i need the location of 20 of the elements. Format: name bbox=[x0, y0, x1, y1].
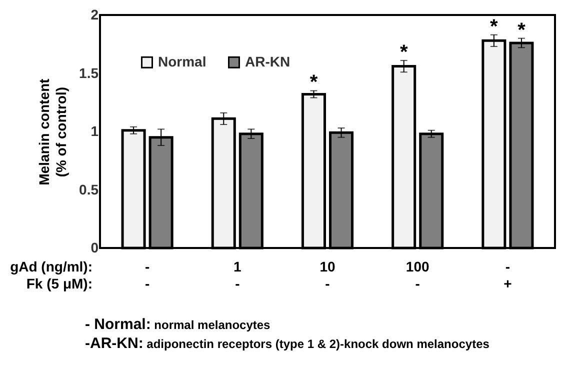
y-tick-label: 1 bbox=[90, 123, 99, 139]
x-axis-title: gAd (ng/ml): Fk (5 μM): bbox=[10, 258, 92, 292]
data-label: * bbox=[310, 72, 318, 94]
x-tick-label: 1 - bbox=[234, 258, 242, 292]
data-label: * bbox=[518, 19, 526, 42]
x-tick-label: - + bbox=[504, 258, 512, 292]
x-tick-label: 100 - bbox=[406, 258, 430, 292]
data-label: * bbox=[400, 41, 408, 64]
y-tick-label: 0 bbox=[90, 240, 99, 256]
y-tick-label: 2 bbox=[90, 6, 99, 22]
y-axis-title: Melanin content (% of control) bbox=[36, 78, 70, 186]
x-tick-label: - - bbox=[144, 258, 150, 292]
x-tick-label: 10 - bbox=[320, 258, 336, 292]
legend-label: AR-KN bbox=[245, 53, 290, 70]
text: -AR-KN: adiponectin receptors (type 1 & 2)-knock down melanocytes bbox=[85, 335, 490, 352]
y-tick-label: 0.5 bbox=[79, 181, 99, 198]
y-tick-label: 1.5 bbox=[79, 64, 99, 81]
text: - Normal: normal melanocytes bbox=[85, 316, 272, 333]
legend-label: Normal bbox=[158, 53, 206, 70]
data-label: * bbox=[490, 16, 498, 38]
